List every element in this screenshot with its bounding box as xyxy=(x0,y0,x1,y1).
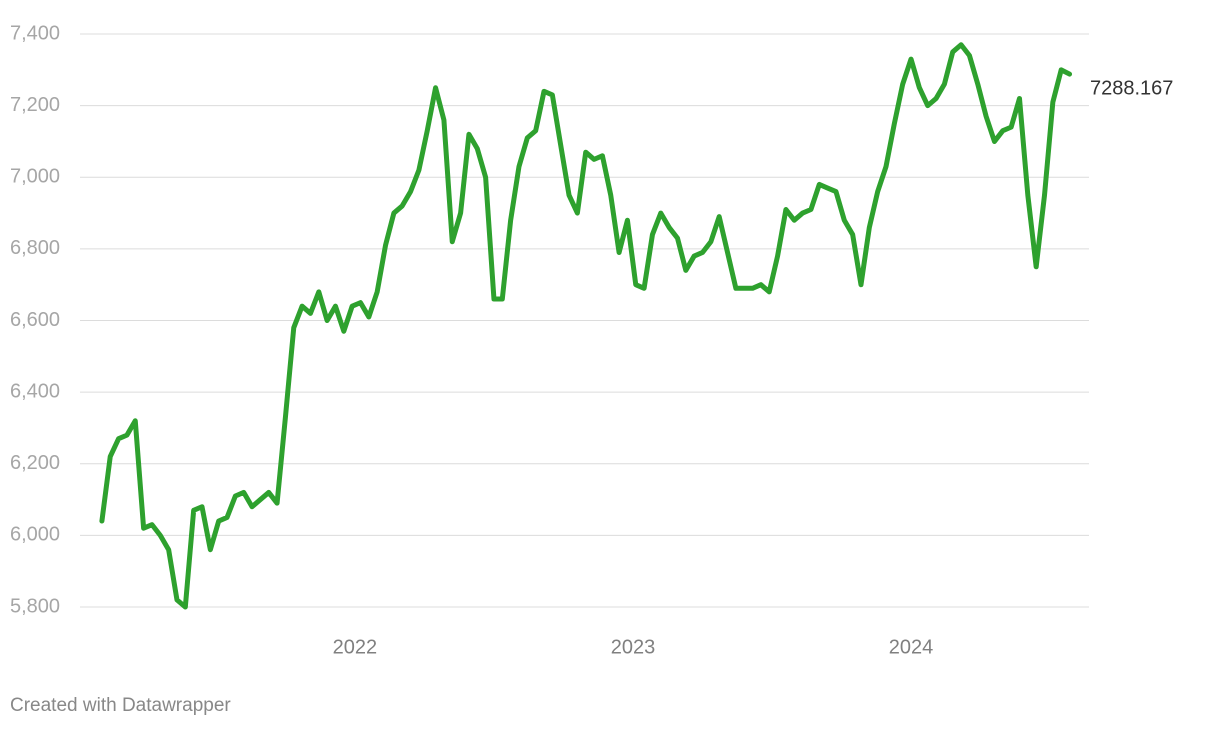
y-tick-label: 6,800 xyxy=(10,237,60,259)
y-tick-label: 6,400 xyxy=(10,380,60,402)
y-tick-label: 7,400 xyxy=(10,22,60,44)
y-tick-label: 6,600 xyxy=(10,309,60,331)
y-tick-label: 7,200 xyxy=(10,94,60,116)
x-tick-label: 2024 xyxy=(889,636,934,658)
line xyxy=(99,42,1073,610)
grid: 5,800 6,000 6,200 6,400 6,600 6,800 7,000 7,200… xyxy=(10,22,1089,658)
plot-area: 7288.167 xyxy=(99,42,1173,610)
y-tick-label: 6,000 xyxy=(10,524,60,546)
y-tick-label: 7,000 xyxy=(10,166,60,188)
end-value-label: 7288.167 xyxy=(1090,77,1173,99)
credit: Created with Datawrapper xyxy=(10,695,231,716)
x-tick-label: 2023 xyxy=(611,636,656,658)
y-tick-label: 5,800 xyxy=(10,595,60,617)
y-tick-label: 6,200 xyxy=(10,452,60,474)
x-tick-label: 2022 xyxy=(333,636,378,658)
